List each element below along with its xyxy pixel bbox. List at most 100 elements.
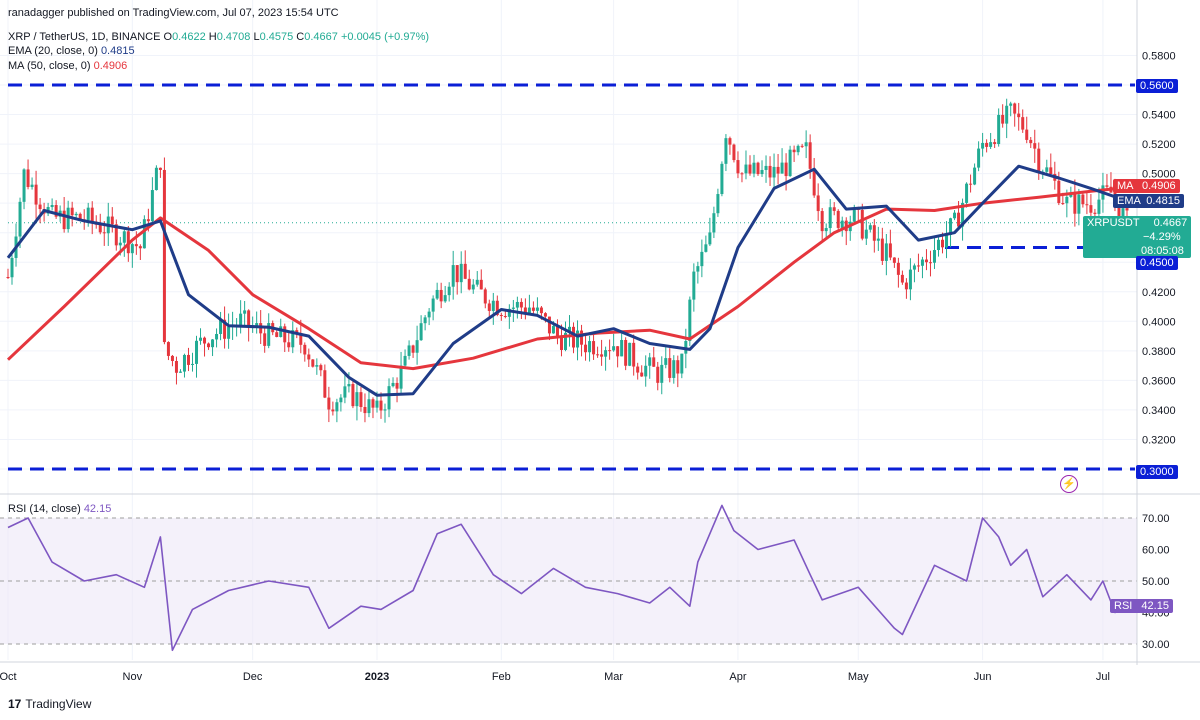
candle-body (503, 316, 507, 318)
candle-body (551, 325, 555, 334)
candle-body (443, 295, 447, 302)
candle-body (957, 212, 961, 227)
ohlc-high: 0.4708 (216, 31, 251, 43)
candle-body (154, 167, 158, 191)
ema-price-tag: EMA 0.4815 (1113, 194, 1184, 208)
ema-line (6, 164, 1128, 397)
candle-body (203, 337, 207, 344)
candle-body (792, 149, 796, 153)
rsi-legend[interactable]: RSI (14, close) 42.15 (8, 503, 111, 516)
ohlc-o-label: O (163, 31, 173, 43)
candle-body (1077, 194, 1081, 214)
candle-body (700, 251, 704, 267)
candle-body (868, 225, 872, 230)
candle-body (728, 138, 732, 145)
candle-body (74, 213, 78, 216)
candle-body (772, 166, 776, 178)
candle-body (812, 168, 816, 196)
candle-body (636, 366, 640, 373)
candle-body (832, 207, 836, 211)
candle-body (150, 190, 154, 222)
candle-body (756, 162, 760, 175)
candle-body (808, 142, 812, 169)
candle-body (311, 359, 315, 367)
candle-body (784, 162, 788, 177)
ohlc-change: +0.0045 (+0.97%) (340, 31, 430, 43)
candle-body (50, 205, 54, 208)
candle-body (375, 400, 379, 408)
candle-body (351, 384, 355, 407)
rsi-tick-label: 30.00 (1142, 639, 1170, 651)
ema-legend[interactable]: EMA (20, close, 0) 0.4815 (8, 45, 135, 58)
candle-body (676, 360, 680, 374)
candle-body (965, 183, 969, 203)
candle-body (539, 307, 543, 314)
candle-body (860, 209, 864, 239)
ma-legend[interactable]: MA (50, close, 0) 0.4906 (8, 60, 127, 73)
ema-legend-value: 0.4815 (100, 45, 135, 57)
candle-body (596, 354, 600, 356)
candle-body (796, 145, 800, 153)
candle-body (1089, 205, 1093, 213)
candle-body (648, 357, 652, 366)
y-tick-label: 0.5400 (1142, 110, 1176, 122)
x-tick-label: Dec (243, 671, 263, 683)
candle-body (692, 271, 696, 300)
candle-body (102, 232, 106, 234)
ma-price-tag: MA 0.4906 (1113, 179, 1180, 193)
candle-body (287, 342, 291, 348)
candle-body (1033, 143, 1037, 149)
lightning-icon[interactable]: ⚡ (1060, 475, 1078, 493)
last-tag-timer: 08:05:08 (1141, 245, 1184, 257)
y-tick-label: 0.5800 (1142, 50, 1176, 62)
ma-legend-value: 0.4906 (93, 60, 128, 72)
candle-body (748, 164, 752, 174)
candle-body (904, 282, 908, 290)
candle-body (327, 397, 331, 410)
candle-body (680, 353, 684, 374)
candle-body (1029, 139, 1033, 144)
rsi-tag-label: RSI (1114, 600, 1133, 612)
brand-name: TradingView (25, 697, 92, 711)
candle-body (712, 213, 716, 233)
candle-body (435, 289, 439, 299)
candle-body (391, 382, 395, 387)
y-tick-label: 0.4200 (1142, 287, 1176, 299)
candle-body (969, 183, 973, 185)
candle-body (632, 342, 636, 367)
level-support-tag: 0.3000 (1136, 465, 1178, 479)
candle-body (547, 316, 551, 334)
candle-body (195, 340, 199, 364)
candle-body (688, 299, 692, 342)
candle-body (920, 259, 924, 266)
candle-body (190, 363, 194, 365)
candle-body (708, 232, 712, 245)
candle-body (359, 392, 363, 408)
candle-body (331, 409, 335, 412)
candle-body (604, 350, 608, 357)
candle-body (38, 204, 42, 210)
candle-body (239, 313, 243, 326)
candle-body (961, 202, 965, 227)
candle-body (788, 149, 792, 177)
candle-body (973, 167, 977, 185)
brand[interactable]: 17 TradingView (8, 697, 91, 711)
candle-body (724, 138, 728, 164)
candle-body (130, 244, 134, 254)
candle-body (427, 311, 431, 318)
candle-body (255, 323, 259, 327)
candle-body (267, 323, 271, 346)
candle-body (411, 345, 415, 353)
candle-body (431, 298, 435, 312)
candle-body (780, 162, 784, 174)
x-tick-label: Feb (492, 671, 511, 683)
ema-tag-label: EMA (1117, 195, 1141, 207)
candle-body (423, 317, 427, 324)
candle-body (1117, 201, 1121, 220)
candle-body (26, 169, 30, 187)
candle-body (355, 392, 359, 407)
candle-body (888, 243, 892, 258)
candle-body (158, 167, 162, 170)
candle-body (628, 342, 632, 366)
candle-body (211, 339, 215, 348)
